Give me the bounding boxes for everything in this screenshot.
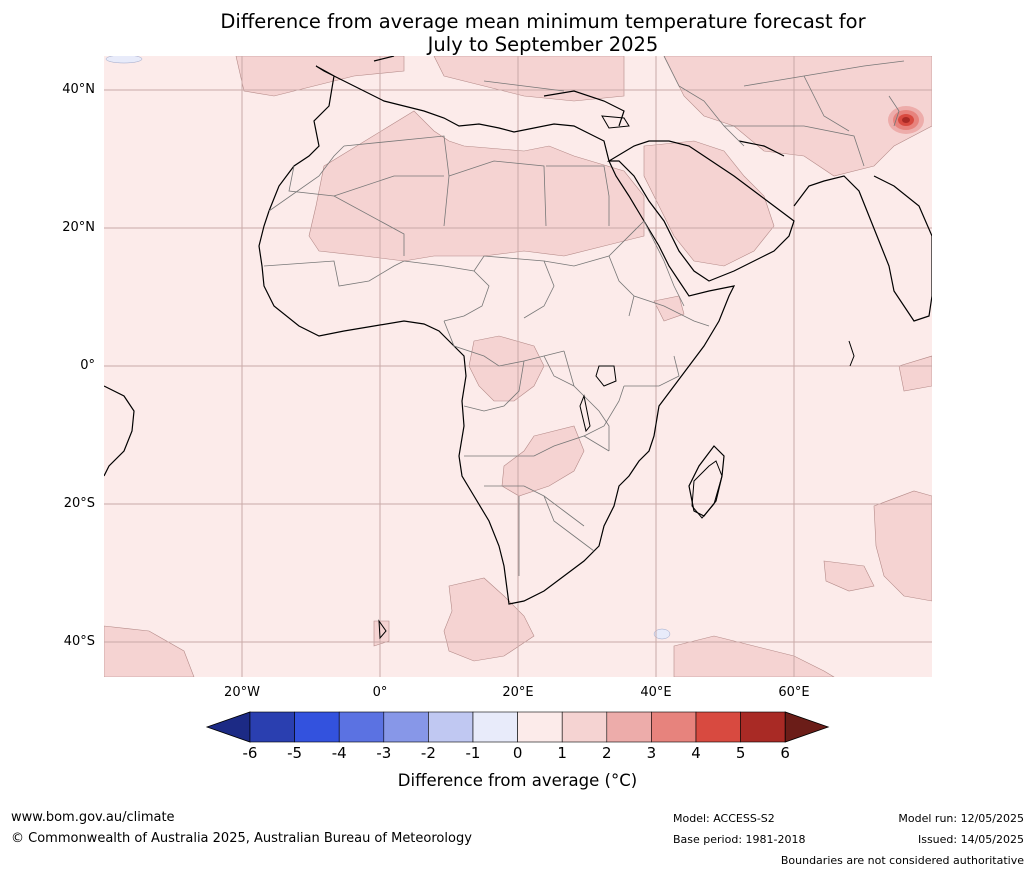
colorbar-arrow-low [205,711,251,743]
colorbar-tick-label: 3 [646,744,657,762]
colorbar-tick-label: -6 [242,744,258,762]
colorbar-cell [383,711,429,743]
colorbar-tick-label: 6 [780,744,790,762]
map-canvas [104,56,932,677]
lon-label-20w: 20°W [224,685,260,700]
map-title: Difference from average mean minimum tem… [0,10,1035,56]
title-line-1: Difference from average mean minimum tem… [220,10,866,33]
anomaly-negative-spots [105,56,671,640]
footer-issued: Issued: 14/05/2025 [917,833,1024,846]
lat-label-20n: 20°N [62,220,95,235]
lon-label-20e: 20°E [502,685,534,700]
colorbar-cell [561,711,608,743]
lat-label-40n: 40°N [62,82,95,97]
colorbar-tick-label: -2 [420,744,436,762]
colorbar-cell [651,711,697,743]
colorbar-tick-label: -4 [331,744,347,762]
footer-model-run: Model run: 12/05/2025 [898,812,1024,825]
colorbar-cell [338,711,385,743]
graticule [104,56,932,677]
islands-and-lakes [378,115,855,640]
colorbar-cells [205,711,830,743]
footer-base-period: Base period: 1981-2018 [673,833,806,846]
colorbar-cell [606,711,652,743]
footer-website[interactable]: www.bom.gov.au/climate [11,810,175,825]
colorbar [205,711,830,743]
title-line-2: July to September 2025 [427,33,659,56]
colorbar-tick-label: 0 [512,744,523,762]
warm-hotspot [888,106,924,134]
lat-label-equator: 0° [80,358,95,373]
lon-label-0: 0° [372,685,388,700]
colorbar-tick-label: 4 [691,744,701,762]
colorbar-cell [695,711,741,743]
colorbar-cell [428,711,474,743]
colorbar-arrow-high [784,711,830,743]
lat-label-40s: 40°S [63,634,95,649]
colorbar-cell [517,711,563,743]
country-borders [263,56,905,576]
forecast-map [104,56,932,677]
colorbar-cell [472,711,518,743]
lat-label-20s: 20°S [63,496,95,511]
colorbar-cell [740,711,786,743]
colorbar-tick-label: 5 [735,744,746,762]
coastlines [104,56,932,605]
lon-label-60e: 60°E [778,685,810,700]
colorbar-tick-label: -5 [287,744,303,762]
colorbar-tick-label: 1 [557,744,567,762]
colorbar-tick-label: 2 [602,744,612,762]
colorbar-tick-label: -3 [376,744,392,762]
lon-label-40e: 40°E [640,685,672,700]
colorbar-tick-label: -1 [465,744,481,762]
footer-copyright: © Commonwealth of Australia 2025, Austra… [11,831,472,846]
footer-disclaimer: Boundaries are not considered authoritat… [780,854,1024,867]
colorbar-label: Difference from average (°C) [397,771,638,790]
colorbar-cell [294,711,340,743]
colorbar-cell [249,711,295,743]
footer-model: Model: ACCESS-S2 [673,812,775,825]
